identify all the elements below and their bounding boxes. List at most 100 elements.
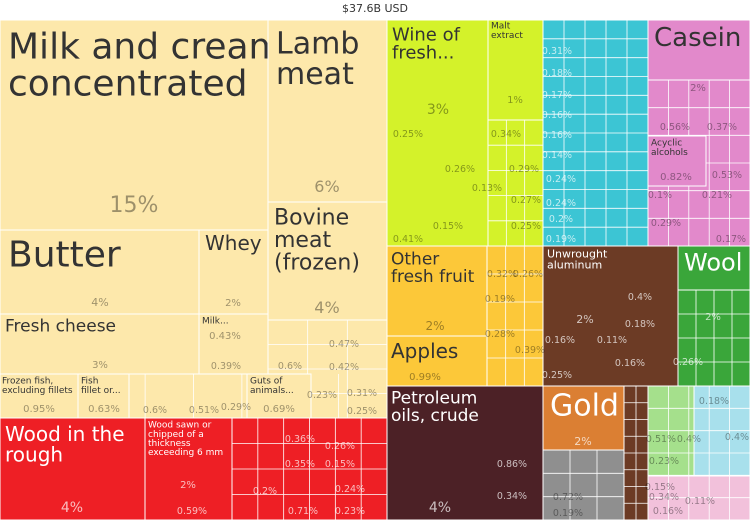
treemap-tile[interactable]: [0, 229, 200, 315]
tile-percent-small: 0.19%: [546, 234, 576, 245]
tile-label: Malt extract: [491, 22, 523, 41]
tile-percent-small: 0.23%: [335, 506, 365, 517]
tile-percent-small: 0.6%: [278, 361, 302, 372]
tile-percent: 0.63%: [88, 404, 120, 415]
tile-percent-small: 0.31%: [542, 46, 572, 57]
treemap-tile[interactable]: [542, 245, 679, 387]
tile-percent-small: 0.25%: [393, 129, 423, 140]
tile-percent-small: 0.51%: [189, 405, 219, 416]
tile-label: Guts of animals...: [250, 377, 294, 396]
tile-percent: 15%: [110, 193, 159, 218]
tile-percent-small: 0.19%: [485, 294, 515, 305]
tile-percent-small: 0.29%: [651, 218, 681, 229]
tile-percent-small: 0.23%: [649, 456, 679, 467]
tile-percent-small: 0.24%: [546, 198, 576, 209]
tile-percent-small: 0.16%: [542, 130, 572, 141]
treemap-tile[interactable]: [386, 19, 489, 247]
tile-percent-small: 0.26%: [445, 164, 475, 175]
tile-percent-small: 0.34%: [649, 492, 679, 503]
treemap-tile[interactable]: [0, 373, 79, 419]
tile-percent-small: 0.32%: [487, 269, 517, 280]
treemap-tile[interactable]: [647, 135, 707, 187]
tile-percent: 4%: [91, 296, 108, 309]
tile-percent-small: 0.21%: [702, 190, 732, 201]
tile-percent-small: 0.42%: [329, 362, 359, 373]
treemap-tile[interactable]: [0, 19, 269, 231]
treemap-tile[interactable]: [144, 417, 233, 520]
tile-percent-small: 0.24%: [335, 484, 365, 495]
tile-label: Butter: [8, 235, 121, 276]
tile-percent-small: 0.16%: [615, 358, 645, 369]
tile-percent-small: 0.16%: [545, 335, 575, 346]
tile-percent-small: 0.31%: [347, 388, 377, 399]
tile-percent-small: 0.4%: [725, 432, 749, 443]
tile-percent-small: 0.11%: [685, 496, 715, 507]
treemap-tile[interactable]: [487, 19, 544, 121]
tile-percent-small: 0.39%: [211, 361, 241, 372]
tile-percent-small: 0.27%: [511, 195, 541, 206]
tile-percent-small: 0.25%: [347, 406, 377, 417]
tile-percent-small: 0.17%: [542, 90, 572, 101]
tile-percent-small: 0.14%: [542, 150, 572, 161]
treemap-tile[interactable]: [386, 335, 488, 387]
tile-percent-small: 0.26%: [513, 269, 543, 280]
tile-percent-small: 0.26%: [673, 357, 703, 368]
treemap-tile[interactable]: [677, 245, 750, 291]
tile-percent-small: 0.29%: [509, 164, 539, 175]
tile-percent-small: 0.86%: [497, 459, 527, 470]
tile-label: Acyclic alcohols: [651, 139, 688, 158]
tile-percent-small: 0.19%: [553, 508, 583, 519]
tile-label: Milk and cream, concentrated: [8, 27, 295, 105]
tile-percent: 0.69%: [263, 404, 295, 415]
tile-percent: 4%: [314, 298, 339, 317]
tile-percent-small: 0.13%: [472, 183, 502, 194]
treemap-tile[interactable]: [77, 373, 130, 419]
tile-percent-small: 0.25%: [511, 221, 541, 232]
tile-percent: 4%: [61, 500, 83, 516]
tile-percent: 2%: [576, 313, 593, 326]
tile-percent-small: 0.15%: [433, 221, 463, 232]
tile-label: Gold: [550, 389, 619, 424]
tile-percent: 0.82%: [660, 172, 692, 183]
tile-percent-small: 0.29%: [221, 402, 251, 413]
tile-percent-small: 0.59%: [177, 506, 207, 517]
tile-percent-small: 0.47%: [329, 339, 359, 350]
tile-percent-small: 0.6%: [143, 405, 167, 416]
tile-percent-small: 0.4%: [628, 292, 652, 303]
tile-percent-small: 0.4%: [677, 434, 701, 445]
tile-percent-small: 0.24%: [546, 174, 576, 185]
tile-percent: 3%: [92, 360, 108, 371]
tile-label: Apples: [391, 339, 458, 363]
tile-percent-small: 0.18%: [625, 319, 655, 330]
tile-percent: 6%: [314, 177, 339, 196]
tile-percent-small: 0.71%: [288, 506, 318, 517]
treemap-tile[interactable]: [386, 245, 488, 337]
treemap-tile[interactable]: [542, 385, 625, 451]
tile-percent-small: 0.36%: [285, 434, 315, 445]
treemap-tile[interactable]: [246, 373, 312, 419]
tile-percent-small: 0.41%: [393, 234, 423, 245]
tile-label: Unwrought aluminum: [547, 247, 608, 271]
tile-percent-small: 0.16%: [542, 110, 572, 121]
tile-label: Lamb meat: [276, 27, 359, 93]
treemap-chart: Milk and cream, concentrated 15% Lamb meat 6%…: [0, 19, 750, 520]
tile-percent: 1%: [507, 95, 523, 106]
tile-percent-small: 0.35%: [285, 459, 315, 470]
tile-label: Fresh cheese: [5, 316, 116, 336]
treemap-tile[interactable]: [647, 19, 750, 81]
tile-label: Wine of fresh...: [392, 24, 461, 63]
tile-percent-small: 0.25%: [542, 370, 572, 381]
tile-percent-small: 0.51%: [646, 434, 676, 445]
tile-percent-small: 0.2%: [549, 214, 573, 225]
treemap-tile[interactable]: [386, 385, 544, 520]
tile-percent-small: 0.37%: [707, 122, 737, 133]
tile-percent-small: 0.53%: [712, 170, 742, 181]
tile-label: Bovine meat (frozen): [274, 206, 360, 276]
tile-percent-small: 0.11%: [597, 335, 627, 346]
tile-percent-small: 0.2%: [253, 486, 277, 497]
tile-label: Wood in the rough: [5, 422, 125, 466]
tile-percent: 0.99%: [409, 372, 441, 383]
treemap-tile[interactable]: [198, 313, 269, 375]
treemap-tile[interactable]: [0, 417, 146, 520]
treemap-tile[interactable]: [267, 201, 388, 321]
